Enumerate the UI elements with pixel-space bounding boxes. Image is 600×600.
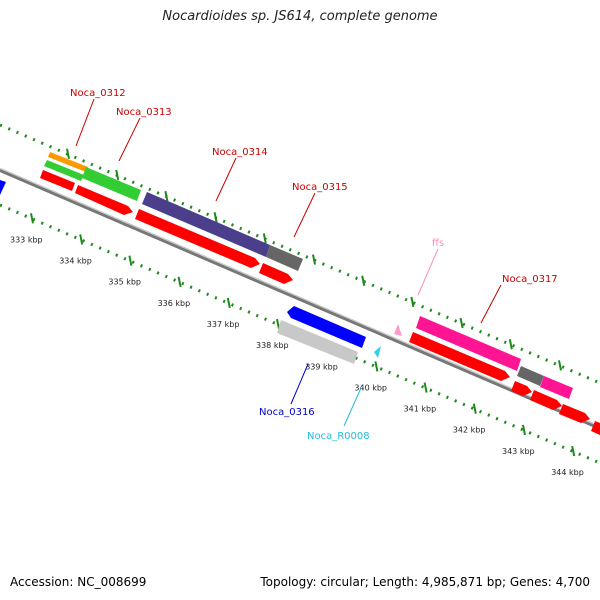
upper-major-tick	[213, 212, 218, 223]
label-noca-0317[interactable]: Noca_0317	[502, 274, 558, 285]
magenta-gene-right[interactable]	[540, 376, 573, 399]
kbp-label: 341 kbp	[404, 405, 437, 414]
topology-text: Topology: circular; Length: 4,985,871 bp…	[260, 575, 590, 589]
upper-major-tick	[312, 254, 316, 265]
kbp-label: 334 kbp	[59, 256, 92, 265]
gene-noca-0316[interactable]	[287, 306, 366, 348]
label-noca-0314[interactable]: Noca_0314	[212, 147, 268, 158]
gene-noca-0312-green[interactable]	[44, 160, 84, 181]
gene-noca-r0008[interactable]	[277, 320, 358, 364]
gene-labels: Noca_0312 Noca_0313 Noca_0314 Noca_0315 …	[70, 88, 558, 442]
cyan-marker[interactable]	[374, 346, 381, 358]
lower-major-tick	[374, 361, 379, 372]
upper-major-tick	[508, 339, 513, 350]
gene-noca-0313-green[interactable]	[82, 167, 141, 201]
label-noca-0313[interactable]: Noca_0313	[116, 107, 172, 118]
upper-major-tick	[66, 148, 70, 160]
upper-major-tick	[361, 275, 366, 286]
label-ffs[interactable]: ffs	[432, 238, 444, 249]
cds-red-2	[75, 185, 133, 215]
cds-red-7	[530, 390, 562, 410]
kbp-labels: 333 kbp 334 kbp 335 kbp 336 kbp 337 kbp 338 k…	[10, 235, 584, 477]
kbp-label: 337 kbp	[207, 320, 240, 329]
kbp-label: 343 kbp	[502, 447, 535, 456]
label-noca-r0008[interactable]: Noca_R0008	[307, 431, 370, 442]
kbp-label: 333 kbp	[10, 235, 43, 244]
lower-major-tick	[276, 318, 280, 330]
gene-noca-0312-orange[interactable]	[48, 152, 88, 172]
gene-noca-0317[interactable]	[416, 316, 521, 371]
kbp-label: 339 kbp	[305, 362, 338, 371]
cds-red-4	[259, 263, 293, 284]
cds-red-1	[40, 170, 75, 191]
lower-major-tick	[30, 213, 34, 224]
feature-blocks	[0, 152, 600, 435]
cds-red-8	[559, 404, 590, 423]
cds-red-9	[591, 421, 600, 435]
label-noca-0315[interactable]: Noca_0315	[292, 182, 348, 193]
kbp-label: 340 kbp	[354, 383, 387, 392]
lower-dotted-track	[0, 203, 600, 465]
blue-gene-fragment[interactable]	[0, 180, 6, 195]
label-noca-0316[interactable]: Noca_0316	[259, 407, 315, 418]
gene-noca-0315[interactable]	[266, 245, 303, 271]
upper-major-tick	[410, 296, 415, 308]
ffs-marker[interactable]	[394, 324, 402, 336]
upper-major-tick	[115, 169, 120, 181]
kbp-label: 336 kbp	[158, 299, 191, 308]
upper-major-tick	[164, 190, 169, 202]
lower-major-tick	[128, 255, 133, 266]
lower-major-tick	[177, 276, 182, 287]
label-leader-lines	[75, 98, 502, 427]
cds-red-6	[511, 381, 532, 396]
lower-major-tick	[423, 382, 428, 393]
lower-major-tick	[571, 445, 576, 457]
cds-red-3	[135, 209, 260, 268]
lower-major-tick	[522, 424, 526, 436]
lower-major-tick	[472, 403, 477, 414]
upper-major-tick	[459, 317, 464, 329]
gene-noca-0314[interactable]	[142, 192, 270, 257]
kbp-label: 342 kbp	[453, 426, 486, 435]
upper-tick-marks	[66, 148, 562, 371]
upper-major-tick	[558, 360, 562, 371]
map-title: Nocardioides sp. JS614, complete genome	[162, 9, 438, 24]
kbp-label: 335 kbp	[108, 278, 141, 287]
accession-text: Accession: NC_008699	[10, 575, 147, 589]
gray-gene-right[interactable]	[517, 366, 544, 386]
upper-dotted-track	[0, 123, 600, 385]
kbp-label: 344 kbp	[551, 468, 584, 477]
lower-major-tick	[79, 234, 84, 245]
upper-major-tick	[262, 233, 267, 244]
lower-major-tick	[226, 297, 231, 309]
cds-red-5	[409, 332, 510, 381]
kbp-label: 338 kbp	[256, 341, 289, 350]
genome-backbone	[0, 168, 600, 430]
label-noca-0312[interactable]: Noca_0312	[70, 88, 126, 99]
